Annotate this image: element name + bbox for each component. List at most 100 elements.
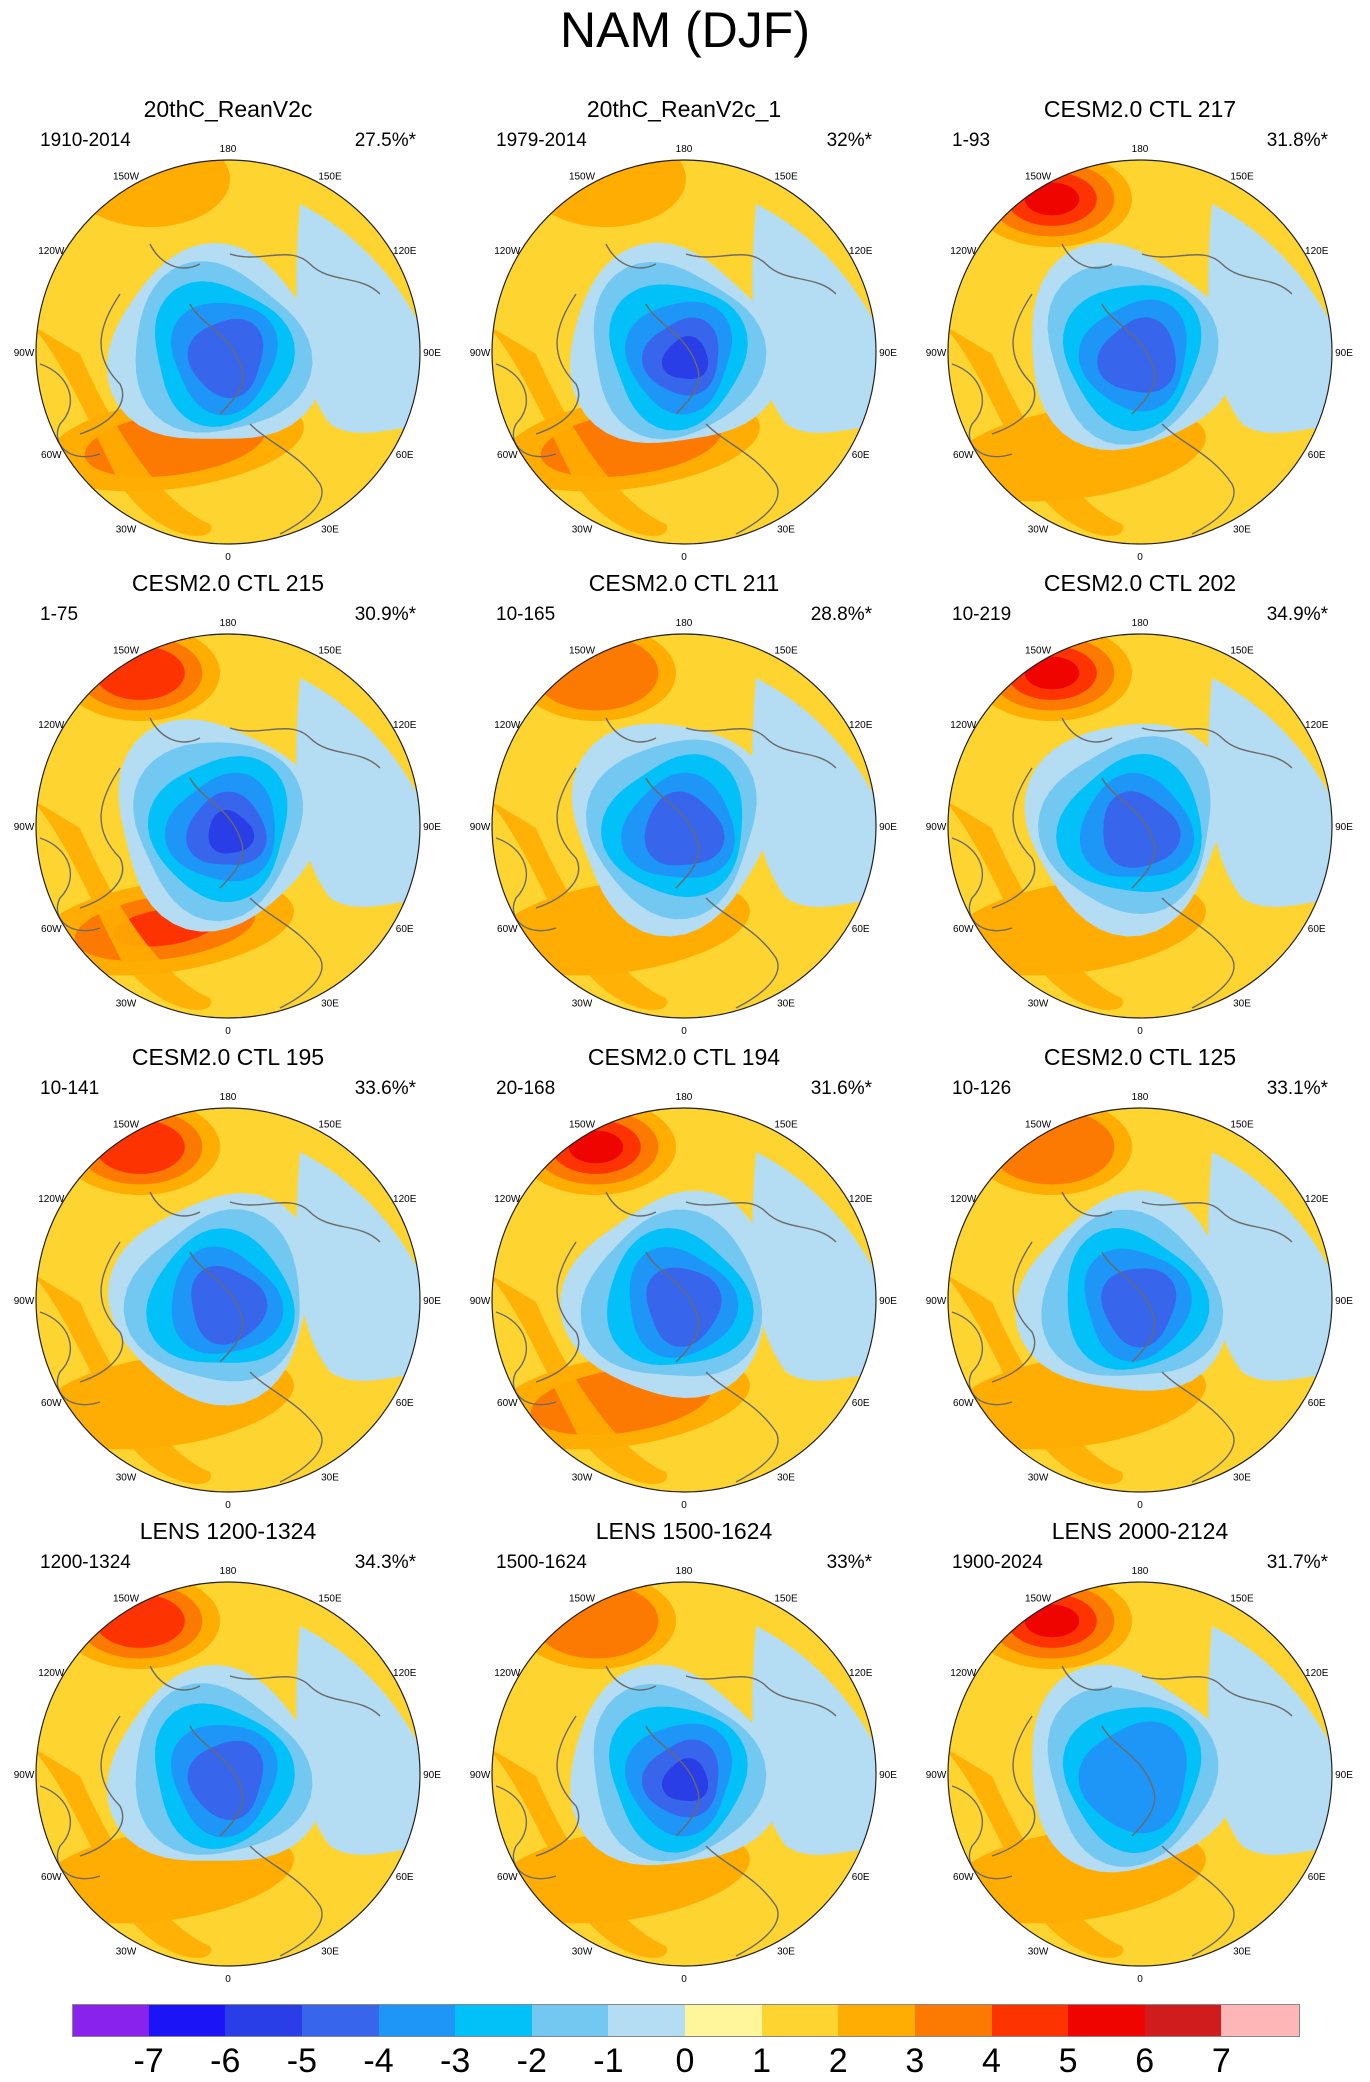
longitude-label: 120W <box>950 246 977 257</box>
coastline <box>149 1665 201 1691</box>
longitude-label: 30W <box>572 1947 593 1958</box>
longitude-label: 90W <box>470 1770 491 1781</box>
coastline <box>605 1191 657 1217</box>
colorbar-tick-label: -3 <box>440 2042 471 2080</box>
longitude-label: 0 <box>681 1500 687 1511</box>
coastline <box>229 727 381 769</box>
longitude-label: 150E <box>1230 645 1254 656</box>
coastline <box>1141 253 1293 295</box>
longitude-label: 30E <box>777 525 795 536</box>
colorbar-swatch <box>991 2004 1069 2037</box>
longitude-label: 150W <box>113 171 140 182</box>
longitude-label: 60E <box>396 450 414 461</box>
colorbar-swatch <box>72 2004 150 2037</box>
coastline <box>535 767 580 909</box>
map-boundary <box>491 633 877 1019</box>
longitude-label: 0 <box>681 1974 687 1985</box>
longitude-label: 150E <box>318 1593 342 1604</box>
colorbar-tick-label: 1 <box>752 2042 772 2080</box>
coastline <box>149 717 201 743</box>
pacific-high-contour <box>1024 656 1080 690</box>
polar-map: 180 150E 120E 90E 60E 30E 0 30W 60W 90W 120W 150W <box>470 1092 898 1511</box>
panel-title: CESM2.0 CTL 125 <box>1043 1044 1237 1070</box>
weak-negative-band <box>296 204 420 433</box>
polar-low-contour <box>1103 791 1181 868</box>
colorbar-tick-label: 4 <box>982 2042 1001 2080</box>
colorbar-tick-label: 7 <box>1211 2042 1231 2080</box>
pacific-high-contour <box>1024 1604 1080 1638</box>
longitude-label: 180 <box>220 1092 237 1103</box>
colorbar-swatch <box>225 2004 303 2037</box>
colorbar-tick-label: 3 <box>905 2042 925 2080</box>
colorbar-swatch <box>838 2004 916 2037</box>
colorbar: -7 -6 -5 -4 -3 -2 -1 0 1 2 3 4 5 6 7 <box>72 2004 1300 2080</box>
polar-map: 180 150E 120E 90E 60E 30E 0 30W 60W 90W 120W 150W <box>470 144 898 563</box>
longitude-label: 90E <box>1335 1296 1353 1307</box>
panel-title: CESM2.0 CTL 194 <box>587 1044 781 1070</box>
coastline <box>79 293 124 435</box>
colorbar-tick-label: -7 <box>133 2042 164 2080</box>
coastline <box>605 1665 657 1691</box>
longitude-label: 120E <box>849 246 873 257</box>
map-boundary <box>947 1581 1333 1967</box>
coastline <box>79 1715 124 1857</box>
longitude-label: 120E <box>1305 1668 1329 1679</box>
longitude-label: 90W <box>470 822 491 833</box>
polar-low-contour <box>1097 317 1176 393</box>
map-boundary <box>947 633 1333 1019</box>
atlantic-arm <box>492 324 668 536</box>
longitude-label: 120W <box>38 1668 65 1679</box>
colorbar-swatch <box>608 2004 686 2037</box>
polar-low-contour <box>646 1267 722 1347</box>
longitude-label: 30W <box>116 1473 137 1484</box>
longitude-label: 90E <box>1335 348 1353 359</box>
atlantic-arm <box>492 798 668 1010</box>
panel-title: CESM2.0 CTL 202 <box>1043 570 1237 596</box>
longitude-label: 150E <box>318 171 342 182</box>
longitude-label: 120E <box>1305 720 1329 731</box>
weak-negative-band <box>752 1626 876 1855</box>
coastline <box>229 1675 381 1717</box>
longitude-label: 0 <box>1137 1026 1143 1037</box>
longitude-label: 30E <box>777 999 795 1010</box>
coastline <box>189 303 244 415</box>
coastline <box>951 1311 1013 1406</box>
panel-title: CESM2.0 CTL 195 <box>131 1044 325 1070</box>
coastline <box>495 837 557 932</box>
polar-low-contour <box>661 336 709 380</box>
pacific-high-contour <box>568 1130 624 1164</box>
longitude-label: 60E <box>1308 924 1326 935</box>
longitude-label: 120W <box>950 1668 977 1679</box>
polar-low-contour <box>1101 1268 1177 1348</box>
coastline <box>229 253 381 295</box>
longitude-label: 30W <box>116 1947 137 1958</box>
coastline <box>79 1241 124 1383</box>
longitude-label: 150E <box>774 171 798 182</box>
coastline <box>1141 727 1293 769</box>
longitude-label: 30E <box>777 1947 795 1958</box>
polar-map: 180 150E 120E 90E 60E 30E 0 30W 60W 90W 120W 150W <box>926 1092 1354 1511</box>
longitude-label: 120E <box>393 720 417 731</box>
longitude-label: 180 <box>676 618 693 629</box>
longitude-label: 60E <box>852 450 870 461</box>
pacific-high-contour <box>95 1120 185 1174</box>
longitude-label: 60E <box>396 1398 414 1409</box>
longitude-label: 30E <box>1233 1947 1251 1958</box>
coastline <box>149 243 201 269</box>
longitude-label: 0 <box>225 1026 231 1037</box>
map-panel: CESM2.0 CTL 215 1-75 30.9%* 180 150E 120E 90E 6… <box>0 570 456 1037</box>
longitude-label: 60E <box>1308 1398 1326 1409</box>
longitude-label: 150E <box>318 1119 342 1130</box>
coastline <box>685 1201 837 1243</box>
longitude-label: 90E <box>423 348 441 359</box>
coastline <box>645 777 700 889</box>
coastline <box>249 423 323 535</box>
longitude-label: 30E <box>1233 525 1251 536</box>
longitude-label: 120W <box>38 1194 65 1205</box>
map-boundary <box>35 633 421 1019</box>
atlantic-arm <box>948 1746 1124 1958</box>
panel-period: 1979-2014 <box>496 130 587 151</box>
colorbar-swatch <box>301 2004 379 2037</box>
polar-map: 180 150E 120E 90E 60E 30E 0 30W 60W 90W 120W 150W <box>14 144 442 563</box>
coastline <box>39 1311 101 1406</box>
